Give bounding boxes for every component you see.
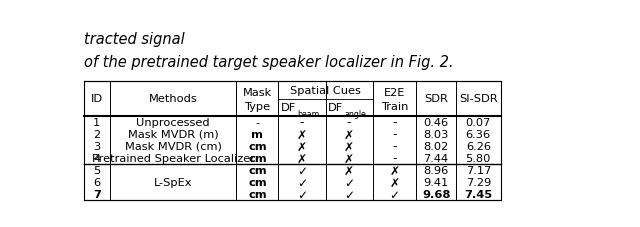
Text: Pretrained Speaker Localizer: Pretrained Speaker Localizer — [92, 153, 255, 163]
Text: -: - — [255, 117, 259, 127]
Text: Methods: Methods — [148, 94, 197, 104]
Text: L-SpEx: L-SpEx — [154, 177, 192, 187]
Text: ✓: ✓ — [297, 164, 307, 177]
Text: ✓: ✓ — [389, 188, 399, 201]
Text: DF: DF — [328, 103, 343, 113]
Text: Train: Train — [381, 102, 408, 112]
Text: cm: cm — [248, 141, 267, 151]
Text: beam: beam — [297, 109, 319, 118]
Text: cm: cm — [248, 177, 267, 187]
Text: 4: 4 — [93, 153, 100, 163]
Text: ✓: ✓ — [297, 188, 307, 201]
Text: 9.41: 9.41 — [424, 177, 449, 187]
Text: ✗: ✗ — [297, 152, 307, 165]
Text: Mask MVDR (cm): Mask MVDR (cm) — [125, 141, 221, 151]
Text: 6.26: 6.26 — [466, 141, 491, 151]
Text: ✗: ✗ — [297, 128, 307, 141]
Text: ✗: ✗ — [389, 164, 399, 177]
Text: ✗: ✗ — [297, 140, 307, 153]
Text: 3: 3 — [93, 141, 100, 151]
Text: 0.07: 0.07 — [466, 117, 491, 127]
Text: Type: Type — [244, 102, 270, 112]
Text: 7.17: 7.17 — [466, 165, 491, 175]
Text: cm: cm — [248, 189, 267, 199]
Text: 5: 5 — [93, 165, 100, 175]
Text: cm: cm — [248, 165, 267, 175]
Text: tracted signal: tracted signal — [84, 32, 189, 47]
Text: ✓: ✓ — [344, 176, 354, 189]
Text: ✗: ✗ — [344, 128, 354, 141]
Text: m: m — [252, 129, 263, 139]
Text: 0.46: 0.46 — [424, 117, 449, 127]
Text: 1: 1 — [93, 117, 100, 127]
Text: 8.96: 8.96 — [424, 165, 449, 175]
Bar — [84, 81, 500, 200]
Text: 7.44: 7.44 — [424, 153, 449, 163]
Text: 7.29: 7.29 — [466, 177, 491, 187]
Text: 8.02: 8.02 — [424, 141, 449, 151]
Text: ✗: ✗ — [389, 176, 399, 189]
Text: 2: 2 — [93, 129, 100, 139]
Text: angle: angle — [344, 109, 366, 118]
Text: 8.03: 8.03 — [424, 129, 449, 139]
Text: 9.68: 9.68 — [422, 189, 451, 199]
Text: 7: 7 — [93, 189, 101, 199]
Text: Mask: Mask — [243, 88, 272, 98]
Text: 6.36: 6.36 — [466, 129, 491, 139]
Text: -: - — [392, 140, 397, 153]
Text: Spatial Cues: Spatial Cues — [290, 86, 361, 96]
Text: -: - — [347, 116, 351, 129]
Text: ID: ID — [91, 94, 103, 104]
Text: ✗: ✗ — [344, 140, 354, 153]
Text: -: - — [300, 116, 304, 129]
Text: -: - — [392, 152, 397, 165]
Text: 5.80: 5.80 — [466, 153, 491, 163]
Text: E2E: E2E — [384, 88, 405, 98]
Text: ✓: ✓ — [344, 188, 354, 201]
Text: SDR: SDR — [424, 94, 448, 104]
Text: SI-SDR: SI-SDR — [459, 94, 498, 104]
Text: -: - — [392, 116, 397, 129]
Text: DF: DF — [281, 103, 296, 113]
Text: Mask MVDR (m): Mask MVDR (m) — [128, 129, 218, 139]
Text: Unprocessed: Unprocessed — [136, 117, 210, 127]
Text: ✗: ✗ — [344, 152, 354, 165]
Text: 6: 6 — [93, 177, 100, 187]
Text: ✓: ✓ — [297, 176, 307, 189]
Text: 7.45: 7.45 — [464, 189, 492, 199]
Text: of the pretrained target speaker localizer in Fig. 2.: of the pretrained target speaker localiz… — [84, 55, 454, 70]
Text: -: - — [392, 128, 397, 141]
Text: cm: cm — [248, 153, 267, 163]
Text: ✗: ✗ — [344, 164, 354, 177]
